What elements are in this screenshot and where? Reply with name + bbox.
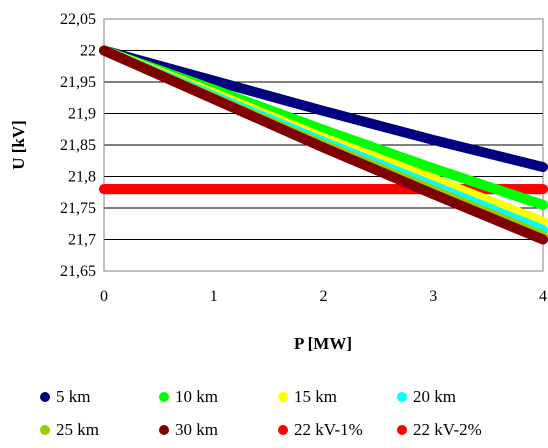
x-axis-ticks: 0 1 2 3 4 <box>100 288 547 305</box>
legend-label-25-km: 25 km <box>56 420 99 439</box>
legend-label-30-km: 30 km <box>175 420 218 439</box>
legend-marker-5-km <box>40 392 50 402</box>
y-tick-label: 21,7 <box>68 232 96 249</box>
y-tick-label: 21,8 <box>68 169 96 186</box>
y-tick-label: 22 <box>80 43 96 60</box>
y-tick-label: 21,9 <box>68 106 96 123</box>
x-axis-title: P [MW] <box>294 334 352 353</box>
legend-marker-15-km <box>278 392 288 402</box>
legend-marker-30-km <box>159 425 169 435</box>
x-tick-label: 1 <box>210 288 218 305</box>
legend-label-10-km: 10 km <box>175 387 218 406</box>
y-tick-label: 22,05 <box>60 11 96 28</box>
y-axis-title: U [kV] <box>9 120 28 170</box>
legend-label-5-km: 5 km <box>56 387 90 406</box>
y-axis-ticks: 21,65 21,7 21,75 21,8 21,85 21,9 21,95 22 22,05 <box>60 11 96 280</box>
legend-marker-20-km <box>397 392 407 402</box>
series-line-5-km <box>99 45 548 173</box>
legend-label-22-kv-1: 22 kV-1% <box>294 420 363 439</box>
x-tick-label: 0 <box>100 288 108 305</box>
legend-label-22-kv-2: 22 kV-2% <box>413 420 482 439</box>
x-tick-label: 2 <box>320 288 328 305</box>
legend-label-15-km: 15 km <box>294 387 337 406</box>
y-tick-label: 21,65 <box>60 263 96 280</box>
legend-label-20-km: 20 km <box>413 387 456 406</box>
series-line-30-km <box>99 45 548 245</box>
y-tick-label: 21,85 <box>60 137 96 154</box>
y-tick-label: 21,95 <box>60 74 96 91</box>
x-tick-label: 4 <box>539 288 547 305</box>
legend-marker-10-km <box>159 392 169 402</box>
series-layer <box>99 45 548 245</box>
legend-marker-22-kv-2 <box>397 425 407 435</box>
legend-marker-22-kv-1 <box>278 425 288 435</box>
plot-area <box>103 18 544 272</box>
x-tick-label: 3 <box>429 288 437 305</box>
legend-marker-25-km <box>40 425 50 435</box>
y-tick-label: 21,75 <box>60 200 96 217</box>
legend: 5 km 10 km 15 km 20 km 25 km 30 km 22 kV-1% 22 … <box>40 387 482 439</box>
